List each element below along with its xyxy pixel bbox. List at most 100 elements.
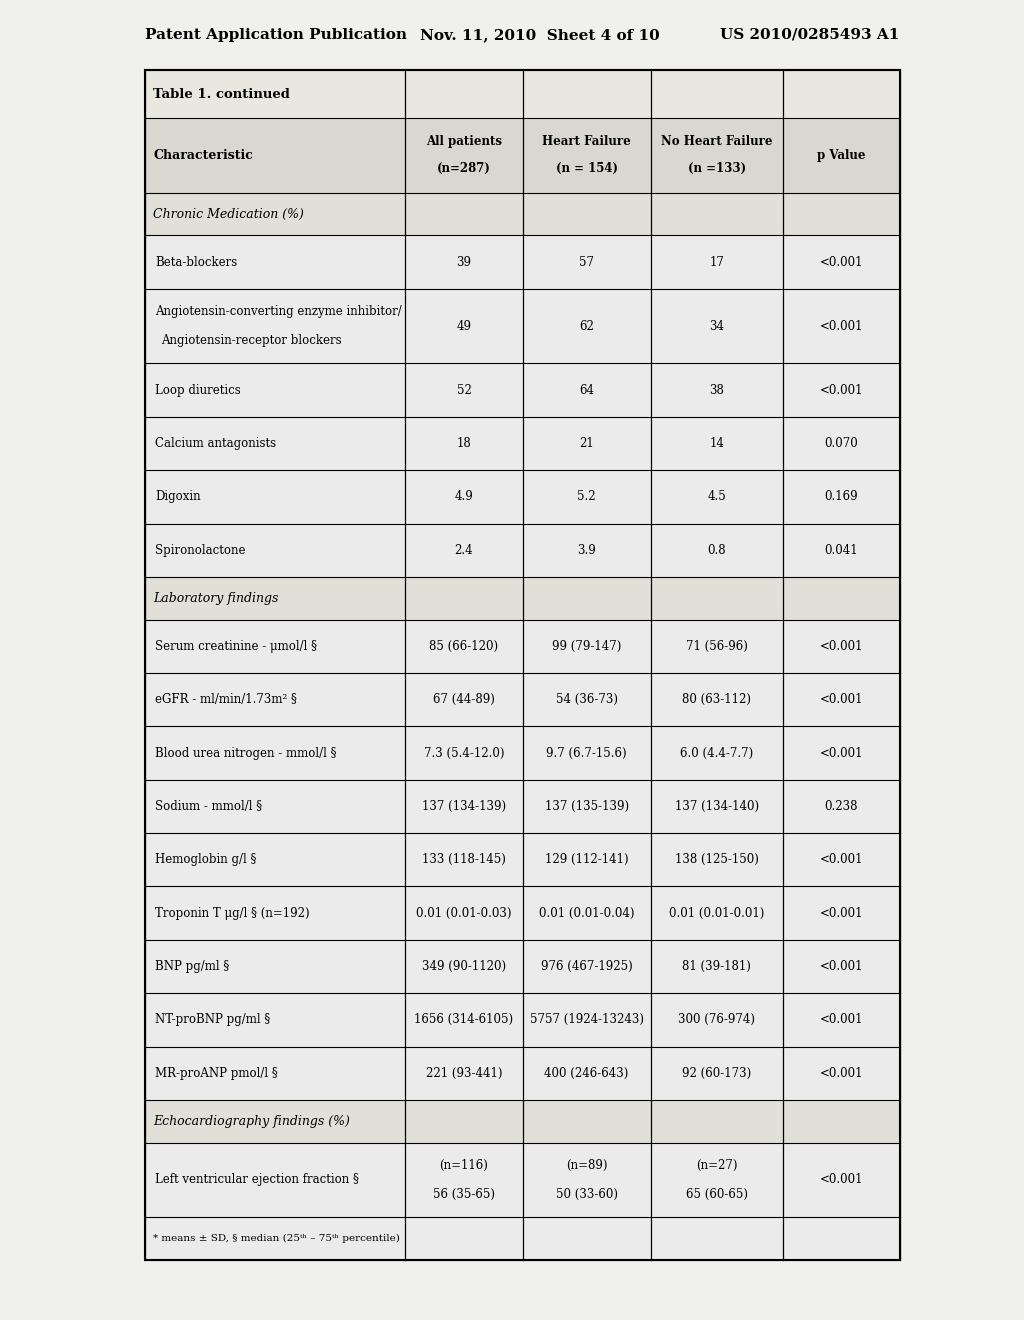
Text: <0.001: <0.001 bbox=[820, 907, 863, 920]
Text: Angiotensin-converting enzyme inhibitor/: Angiotensin-converting enzyme inhibitor/ bbox=[155, 305, 401, 318]
Bar bbox=[145, 577, 900, 619]
Bar bbox=[145, 117, 900, 193]
Text: 5757 (1924-13243): 5757 (1924-13243) bbox=[529, 1014, 644, 1027]
Text: MR-proANP pmol/l §: MR-proANP pmol/l § bbox=[155, 1067, 278, 1080]
Text: 71 (56-96): 71 (56-96) bbox=[686, 640, 748, 653]
Text: <0.001: <0.001 bbox=[820, 319, 863, 333]
Text: 85 (66-120): 85 (66-120) bbox=[429, 640, 499, 653]
Text: Beta-blockers: Beta-blockers bbox=[155, 256, 238, 268]
Text: 67 (44-89): 67 (44-89) bbox=[433, 693, 495, 706]
Bar bbox=[145, 70, 900, 117]
Text: BNP pg/ml §: BNP pg/ml § bbox=[155, 960, 229, 973]
Text: Characteristic: Characteristic bbox=[153, 149, 253, 162]
Text: 65 (60-65): 65 (60-65) bbox=[686, 1188, 748, 1201]
Text: NT-proBNP pg/ml §: NT-proBNP pg/ml § bbox=[155, 1014, 270, 1027]
Text: (n=27): (n=27) bbox=[696, 1159, 737, 1172]
Text: <0.001: <0.001 bbox=[820, 640, 863, 653]
Text: <0.001: <0.001 bbox=[820, 693, 863, 706]
Bar bbox=[145, 70, 900, 1261]
Text: 21: 21 bbox=[580, 437, 594, 450]
Text: No Heart Failure: No Heart Failure bbox=[662, 136, 773, 148]
Text: <0.001: <0.001 bbox=[820, 1014, 863, 1027]
Text: <0.001: <0.001 bbox=[820, 256, 863, 268]
Text: 9.7 (6.7-15.6): 9.7 (6.7-15.6) bbox=[547, 747, 627, 759]
Text: 0.8: 0.8 bbox=[708, 544, 726, 557]
Text: (n=89): (n=89) bbox=[566, 1159, 607, 1172]
Text: Angiotensin-receptor blockers: Angiotensin-receptor blockers bbox=[161, 334, 342, 347]
Text: 99 (79-147): 99 (79-147) bbox=[552, 640, 622, 653]
Text: 2.4: 2.4 bbox=[455, 544, 473, 557]
Text: 5.2: 5.2 bbox=[578, 491, 596, 503]
Text: Calcium antagonists: Calcium antagonists bbox=[155, 437, 276, 450]
Text: Laboratory findings: Laboratory findings bbox=[153, 591, 279, 605]
Text: (n =133): (n =133) bbox=[688, 162, 745, 176]
Text: 138 (125-150): 138 (125-150) bbox=[675, 853, 759, 866]
Text: <0.001: <0.001 bbox=[820, 960, 863, 973]
Text: p Value: p Value bbox=[817, 149, 865, 162]
Text: 38: 38 bbox=[710, 384, 724, 397]
Text: Nov. 11, 2010  Sheet 4 of 10: Nov. 11, 2010 Sheet 4 of 10 bbox=[420, 28, 659, 42]
Text: 49: 49 bbox=[457, 319, 471, 333]
Text: 18: 18 bbox=[457, 437, 471, 450]
Text: (n = 154): (n = 154) bbox=[556, 162, 617, 176]
Text: <0.001: <0.001 bbox=[820, 747, 863, 759]
Text: 64: 64 bbox=[580, 384, 594, 397]
Text: Chronic Medication (%): Chronic Medication (%) bbox=[153, 207, 304, 220]
Text: 976 (467-1925): 976 (467-1925) bbox=[541, 960, 633, 973]
Text: * means ± SD, § median (25ᵗʰ – 75ᵗʰ percentile): * means ± SD, § median (25ᵗʰ – 75ᵗʰ perc… bbox=[153, 1234, 400, 1243]
Text: 0.238: 0.238 bbox=[824, 800, 858, 813]
Text: Serum creatinine - μmol/l §: Serum creatinine - μmol/l § bbox=[155, 640, 317, 653]
Bar bbox=[145, 193, 900, 235]
Text: <0.001: <0.001 bbox=[820, 1067, 863, 1080]
Text: 0.041: 0.041 bbox=[824, 544, 858, 557]
Text: <0.001: <0.001 bbox=[820, 384, 863, 397]
Text: 137 (135-139): 137 (135-139) bbox=[545, 800, 629, 813]
Text: Blood urea nitrogen - mmol/l §: Blood urea nitrogen - mmol/l § bbox=[155, 747, 337, 759]
Text: 3.9: 3.9 bbox=[578, 544, 596, 557]
Text: 62: 62 bbox=[580, 319, 594, 333]
Text: 14: 14 bbox=[710, 437, 724, 450]
Bar bbox=[145, 70, 900, 1261]
Text: Digoxin: Digoxin bbox=[155, 491, 201, 503]
Text: 400 (246-643): 400 (246-643) bbox=[545, 1067, 629, 1080]
Text: Troponin T μg/l § (n=192): Troponin T μg/l § (n=192) bbox=[155, 907, 309, 920]
Text: 137 (134-139): 137 (134-139) bbox=[422, 800, 506, 813]
Text: 54 (36-73): 54 (36-73) bbox=[556, 693, 617, 706]
Text: 0.01 (0.01-0.01): 0.01 (0.01-0.01) bbox=[670, 907, 765, 920]
Text: 0.01 (0.01-0.04): 0.01 (0.01-0.04) bbox=[539, 907, 635, 920]
Text: eGFR - ml/min/1.73m² §: eGFR - ml/min/1.73m² § bbox=[155, 693, 297, 706]
Text: 34: 34 bbox=[710, 319, 724, 333]
Text: Echocardiography findings (%): Echocardiography findings (%) bbox=[153, 1115, 350, 1127]
Text: 57: 57 bbox=[580, 256, 594, 268]
Text: Hemoglobin g/l §: Hemoglobin g/l § bbox=[155, 853, 256, 866]
Text: 52: 52 bbox=[457, 384, 471, 397]
Bar bbox=[145, 1100, 900, 1143]
Text: <0.001: <0.001 bbox=[820, 853, 863, 866]
Text: Loop diuretics: Loop diuretics bbox=[155, 384, 241, 397]
Text: 50 (33-60): 50 (33-60) bbox=[556, 1188, 617, 1201]
Text: 129 (112-141): 129 (112-141) bbox=[545, 853, 629, 866]
Text: 7.3 (5.4-12.0): 7.3 (5.4-12.0) bbox=[424, 747, 504, 759]
Text: US 2010/0285493 A1: US 2010/0285493 A1 bbox=[720, 28, 899, 42]
Text: 17: 17 bbox=[710, 256, 724, 268]
Text: 137 (134-140): 137 (134-140) bbox=[675, 800, 759, 813]
Text: 1656 (314-6105): 1656 (314-6105) bbox=[415, 1014, 514, 1027]
Text: 39: 39 bbox=[457, 256, 471, 268]
Text: 133 (118-145): 133 (118-145) bbox=[422, 853, 506, 866]
Text: Spironolactone: Spironolactone bbox=[155, 544, 246, 557]
Text: Sodium - mmol/l §: Sodium - mmol/l § bbox=[155, 800, 262, 813]
Text: 4.9: 4.9 bbox=[455, 491, 473, 503]
Text: 0.01 (0.01-0.03): 0.01 (0.01-0.03) bbox=[416, 907, 512, 920]
Text: 221 (93-441): 221 (93-441) bbox=[426, 1067, 502, 1080]
Text: 81 (39-181): 81 (39-181) bbox=[682, 960, 752, 973]
Text: Patent Application Publication: Patent Application Publication bbox=[145, 28, 407, 42]
Text: 300 (76-974): 300 (76-974) bbox=[679, 1014, 756, 1027]
Text: 92 (60-173): 92 (60-173) bbox=[682, 1067, 752, 1080]
Text: 56 (35-65): 56 (35-65) bbox=[433, 1188, 495, 1201]
Text: (n=287): (n=287) bbox=[437, 162, 490, 176]
Text: 0.169: 0.169 bbox=[824, 491, 858, 503]
Text: 349 (90-1120): 349 (90-1120) bbox=[422, 960, 506, 973]
Text: 0.070: 0.070 bbox=[824, 437, 858, 450]
Text: Heart Failure: Heart Failure bbox=[543, 136, 631, 148]
Text: <0.001: <0.001 bbox=[820, 1173, 863, 1187]
